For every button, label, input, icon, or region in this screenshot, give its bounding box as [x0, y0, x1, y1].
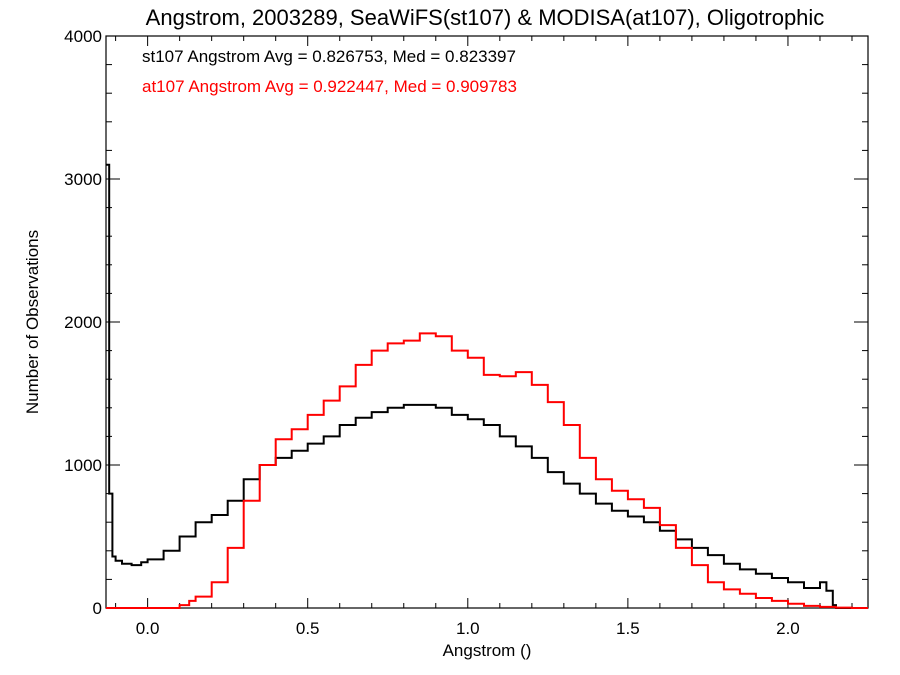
x-tick-label: 0.5	[296, 619, 320, 638]
series-at107-line	[106, 332, 868, 609]
plot-frame	[105, 35, 869, 609]
y-tick-label: 4000	[64, 27, 102, 46]
y-tick-label: 1000	[64, 456, 102, 475]
y-tick-label: 3000	[64, 170, 102, 189]
y-axis-label: Number of Observations	[23, 230, 42, 414]
axis-ticks: 0.0 0.5 1.0 1.5 2.0 0 1000 2000 3000 4000	[64, 27, 868, 638]
x-tick-label: 0.0	[136, 619, 160, 638]
series-lines	[106, 163, 868, 609]
y-tick-label: 0	[93, 599, 102, 618]
y-tick-label: 2000	[64, 313, 102, 332]
x-tick-label: 2.0	[776, 619, 800, 638]
annotation-st107-stats: st107 Angstrom Avg = 0.826753, Med = 0.8…	[142, 47, 516, 66]
x-tick-label: 1.5	[616, 619, 640, 638]
chart-title: Angstrom, 2003289, SeaWiFS(st107) & MODI…	[146, 5, 825, 30]
x-tick-label: 1.0	[456, 619, 480, 638]
annotation-at107-stats: at107 Angstrom Avg = 0.922447, Med = 0.9…	[142, 77, 517, 96]
x-axis-label: Angstrom ()	[443, 641, 532, 660]
series-st107-line	[106, 163, 868, 609]
